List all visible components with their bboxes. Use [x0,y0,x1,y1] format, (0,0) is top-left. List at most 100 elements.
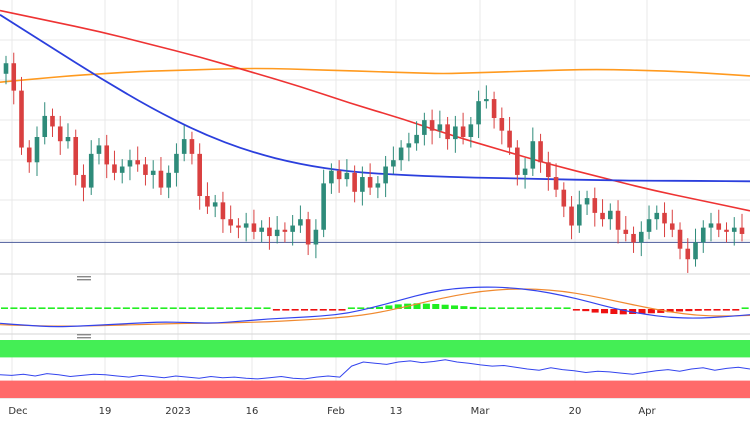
candle [398,140,404,171]
candle-body [360,177,365,192]
histogram-bar [197,307,205,309]
candle [577,190,582,233]
histogram-bar [104,307,112,309]
candle [336,160,342,193]
histogram-bar [244,307,252,309]
candle-body [677,229,683,249]
candle-body [437,124,443,131]
candle [584,190,590,215]
candle-body [282,229,288,232]
candle [569,196,574,240]
divider-grip [77,337,91,339]
candle [437,110,443,139]
histogram-bar [85,307,93,309]
histogram-bar [413,303,421,309]
candle [422,112,427,146]
candle-body [42,115,48,137]
candle-body [646,219,652,232]
candle-body [429,120,435,131]
candle [515,140,520,186]
candle-body [499,118,505,131]
histogram-bar [676,309,684,312]
candle [259,220,264,243]
histogram-bar [713,309,721,311]
candle [561,182,567,218]
x-tick-label: Apr [638,406,656,417]
pane-divider-2[interactable] [77,334,91,339]
histogram-bar [47,307,55,309]
candle-body [476,101,481,125]
candle-body [11,63,17,91]
indicator1-signal-line [0,288,750,327]
candle-body [50,115,55,127]
candle [112,150,117,181]
candle-body [26,147,32,163]
grid-lines [0,0,750,399]
candle-body [220,202,226,220]
candle [429,109,435,145]
candle [73,129,79,186]
candle-body [669,223,675,230]
histogram-bar [722,309,730,311]
candle [150,160,156,189]
moving-average-orange [0,67,750,83]
histogram-bar [572,309,580,311]
candle-body [313,229,319,245]
candle-body [174,153,179,173]
histogram-bar [272,309,280,311]
histogram-bar [479,307,487,309]
candle-body [615,210,621,230]
candle [538,133,543,173]
candle-body [638,231,644,243]
candle [329,163,334,194]
candle-body [538,141,543,163]
candle-body [305,219,311,245]
candle-body [731,227,737,232]
histogram-bar [76,307,84,309]
candle-body [631,233,636,243]
candle-body [267,227,272,237]
candle-body [693,242,698,260]
histogram-bar [441,304,449,309]
candle-body [522,168,528,175]
histogram-bar [516,307,524,309]
candle-body [274,229,280,237]
candle-body [507,130,512,148]
candle-body [112,164,117,173]
histogram-bar [94,307,102,309]
candle [3,55,9,85]
candle [731,217,737,246]
histogram-bar [207,307,215,309]
histogram-bar [432,304,440,309]
histogram-bar [141,307,149,309]
histogram-bar [338,309,346,311]
candle-body [654,212,660,220]
histogram-bar [263,307,271,309]
histogram-bar [422,303,430,309]
candle [189,131,195,165]
candle-body [724,229,729,232]
candle-body [298,219,303,226]
oscillator-line [0,359,750,380]
candle [460,112,466,145]
candle [592,187,598,227]
candle [367,163,373,195]
candle-body [344,172,350,180]
histogram-bar [451,305,459,309]
candle-body [336,170,342,180]
candle-body [460,126,466,137]
candle [546,151,551,191]
candle [298,205,303,233]
candle-body [445,124,450,140]
candle-body [3,63,9,74]
candle [445,116,450,150]
candle [383,155,388,198]
pane-divider-1[interactable] [77,276,91,281]
candle-body [329,170,334,184]
candle [654,205,660,230]
candle-body [569,206,574,226]
histogram-bar [310,309,318,311]
candle [530,127,536,176]
candle-body [143,164,148,175]
